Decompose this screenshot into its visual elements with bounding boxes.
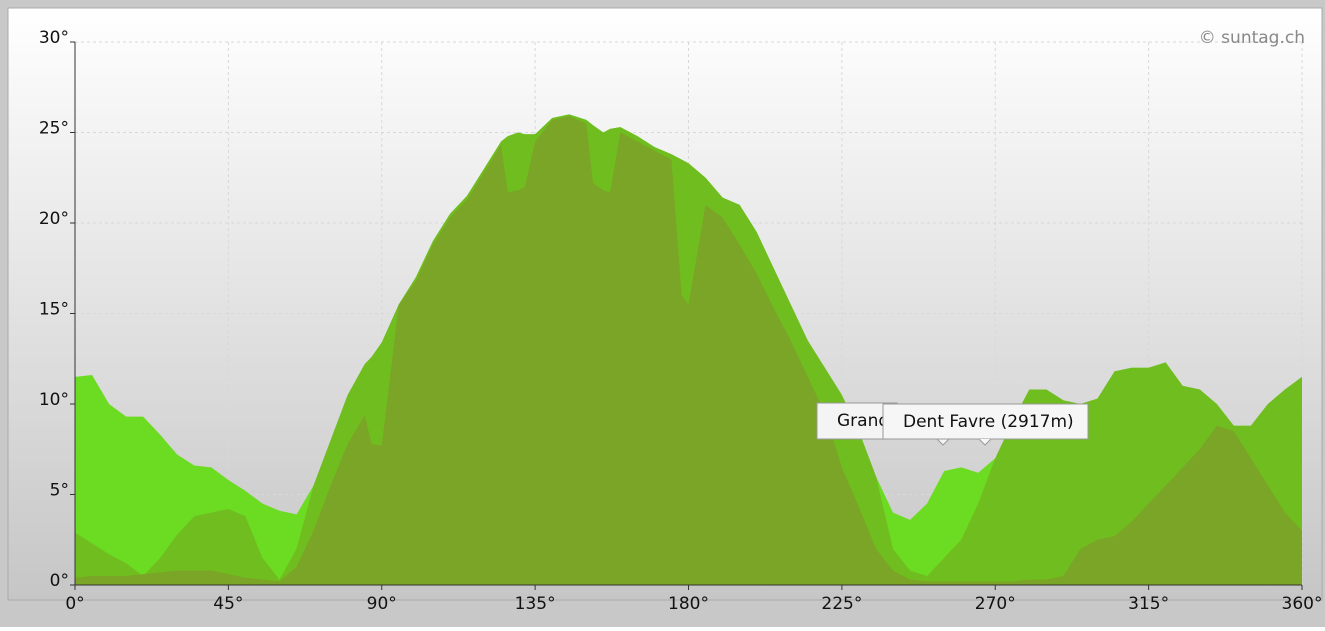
tooltip: Dent Favre (2917m) <box>882 403 1089 446</box>
y-tick-label: 25° <box>39 119 69 139</box>
x-tick-label: 0° <box>65 594 84 614</box>
tooltip-box <box>882 403 1089 440</box>
area <box>75 116 1302 586</box>
tooltip-label: Grand <box>837 411 889 431</box>
x-tick-label: 135° <box>515 594 556 614</box>
tooltip-label: Dent Favre (2917m) <box>903 412 1074 432</box>
y-tick-label: 30° <box>39 28 69 48</box>
x-tick-label: 180° <box>668 594 709 614</box>
y-tick-label: 10° <box>39 390 69 410</box>
x-tick-label: 45° <box>213 594 243 614</box>
y-tick-label: 5° <box>50 481 69 501</box>
y-tick-label: 15° <box>39 300 69 320</box>
x-tick-label: 270° <box>975 594 1016 614</box>
y-tick-label: 20° <box>39 209 69 229</box>
plot-area: 0° 5° 10° 15° 20° 25° 30° 0° 45° 90° 135° 180° 225° 2… <box>39 28 1323 614</box>
credit: © suntag.ch <box>1199 28 1305 48</box>
x-tick-label: 360° <box>1282 594 1323 614</box>
tooltip-pointer <box>978 438 992 446</box>
tooltip-pointer <box>936 438 950 446</box>
y-tick-label: 0° <box>50 571 69 591</box>
x-tick-label: 90° <box>367 594 397 614</box>
x-tick-label: 225° <box>821 594 862 614</box>
x-tick-label: 315° <box>1128 594 1169 614</box>
